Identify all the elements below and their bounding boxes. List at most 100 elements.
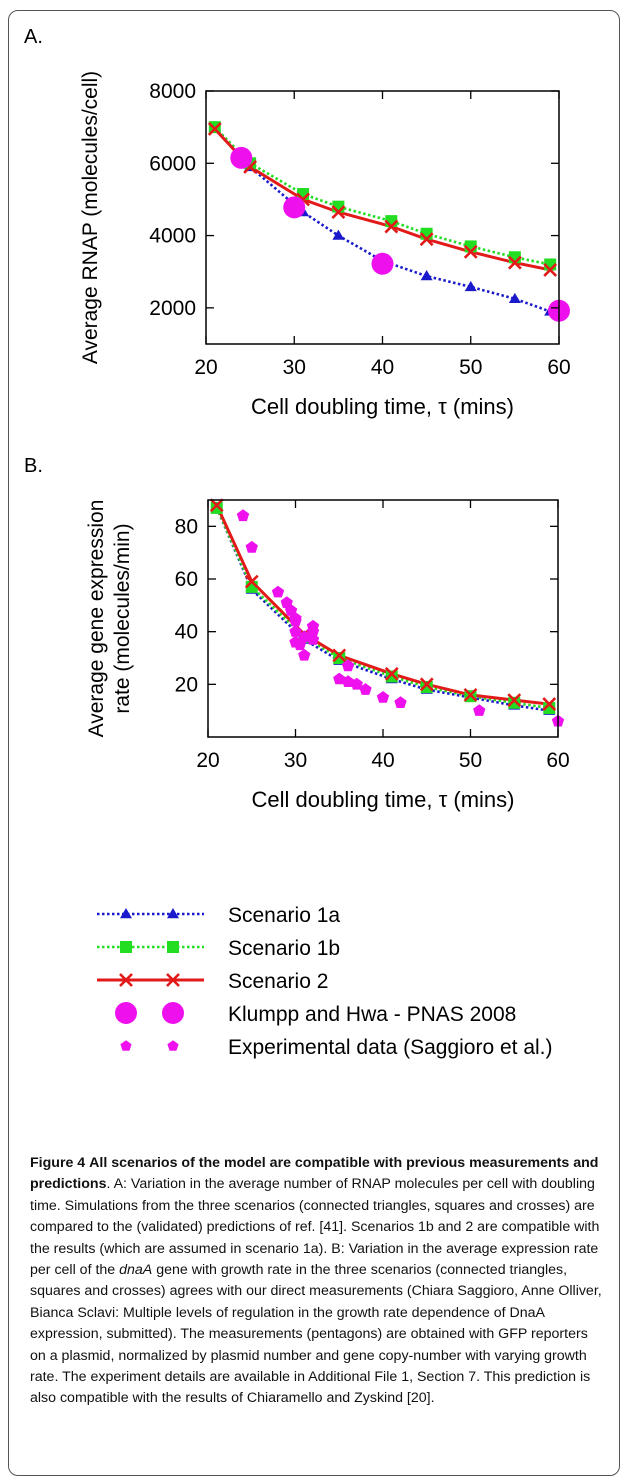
- y-tick-label: 6000: [149, 152, 196, 175]
- data-point-scenario_2: [542, 697, 557, 712]
- data-point-scenario_2: [332, 648, 347, 663]
- data-point-experimental: [341, 675, 355, 687]
- data-point-experimental: [333, 672, 346, 685]
- caption-text-part2: gene with growth rate in the three scena…: [30, 1262, 602, 1407]
- x-tick-label: 20: [196, 749, 219, 772]
- data-point-scenario_2: [419, 232, 434, 247]
- legend-square-icon: [120, 941, 132, 953]
- data-point-klumpp: [371, 252, 394, 275]
- legend-item: Klumpp and Hwa - PNAS 2008: [115, 1002, 516, 1026]
- y-tick-label: 2000: [149, 297, 196, 320]
- data-point-scenario_2: [244, 574, 259, 589]
- legend-label: Scenario 2: [228, 970, 328, 993]
- data-point-experimental: [359, 683, 372, 695]
- figure-caption: Figure 4 All scenarios of the model are …: [30, 1153, 606, 1410]
- legend-item: Scenario 1b: [97, 937, 340, 960]
- data-point-experimental: [376, 691, 390, 703]
- data-point-scenario_1a: [420, 270, 433, 281]
- data-point-experimental: [341, 659, 355, 672]
- legend-cross-icon: [166, 973, 180, 987]
- legend-label: Experimental data (Saggioro et al.): [228, 1036, 553, 1059]
- legend-triangle-icon: [120, 908, 132, 919]
- series-line-scenario_2: [213, 127, 551, 272]
- data-point-scenario_2: [463, 244, 478, 259]
- legend-item: Experimental data (Saggioro et al.): [120, 1036, 553, 1059]
- data-point-experimental: [245, 540, 258, 553]
- panel-b: B. 20 30 40 50 60 20 40 60 80 Cell doubling time, …: [24, 455, 570, 812]
- data-point-scenario_1b: [508, 696, 521, 709]
- data-point-experimental: [298, 648, 311, 661]
- data-point-scenario_2: [507, 693, 522, 708]
- data-point-scenario_1b: [420, 680, 433, 693]
- y-tick-label: 4000: [149, 225, 196, 248]
- x-tick-label: 20: [194, 356, 217, 379]
- x-axis-label: Cell doubling time, τ (mins): [251, 787, 514, 812]
- data-point-scenario_1a: [332, 229, 345, 240]
- y-tick-label: 40: [175, 621, 198, 644]
- legend-label: Scenario 1b: [228, 937, 340, 960]
- data-point-scenario_2: [207, 122, 222, 136]
- legend-pentagon-icon: [167, 1040, 179, 1051]
- x-tick-label: 60: [546, 749, 569, 772]
- caption-gene-name: dnaA: [119, 1262, 153, 1279]
- data-point-scenario_2: [384, 219, 399, 234]
- data-point-klumpp: [230, 146, 253, 169]
- x-tick-label: 50: [459, 749, 482, 772]
- series-line-scenario_1a: [215, 507, 550, 712]
- data-point-scenario_1b: [210, 501, 223, 514]
- x-tick-label: 40: [371, 356, 394, 379]
- data-point-scenario_2: [419, 677, 434, 692]
- data-point-experimental: [271, 585, 285, 598]
- data-point-experimental: [473, 704, 486, 716]
- data-point-scenario_1a: [508, 292, 521, 304]
- figure-svg: A. 20 30 40 50 60 2000 4000 6000 8000 Cell doublin…: [24, 26, 571, 1059]
- y-tick-label: 80: [175, 515, 198, 538]
- data-point-scenario_2: [543, 262, 558, 277]
- data-point-klumpp: [283, 196, 306, 219]
- legend-cross-icon: [119, 973, 133, 987]
- legend-circle-icon: [115, 1002, 137, 1024]
- data-point-scenario_1b: [333, 652, 346, 664]
- legend-circle-icon: [162, 1002, 184, 1024]
- x-axis-label: Cell doubling time, τ (mins): [251, 394, 514, 419]
- caption-text-part1: . A: Variation in the average number of …: [30, 1176, 600, 1279]
- y-axis-label-line2: rate (molecules/min): [111, 523, 134, 713]
- y-axis-label-line1: Average gene expression: [85, 500, 108, 738]
- data-point-experimental: [306, 625, 320, 637]
- legend-triangle-icon: [167, 908, 179, 919]
- legend-square-icon: [167, 941, 179, 953]
- data-point-experimental: [298, 630, 311, 643]
- x-tick-label: 40: [371, 749, 394, 772]
- data-point-scenario_1b: [543, 702, 556, 715]
- legend: Scenario 1a Scenario 1b Scenario 2 Klumpp a…: [97, 904, 553, 1059]
- y-tick-label: 60: [175, 568, 198, 591]
- data-point-experimental: [236, 509, 250, 522]
- panel-label: A.: [24, 26, 43, 48]
- y-axis-label: Average RNAP (molecules/cell): [79, 71, 102, 364]
- y-tick-label: 20: [175, 673, 198, 696]
- data-point-scenario_2: [209, 498, 224, 513]
- x-tick-label: 30: [284, 749, 307, 772]
- legend-pentagon-icon: [120, 1040, 132, 1051]
- plot-area-frame: [205, 90, 560, 345]
- data-point-scenario_1a: [464, 280, 477, 292]
- data-point-scenario_2: [331, 205, 346, 219]
- data-point-experimental: [394, 696, 407, 708]
- data-point-experimental: [350, 677, 363, 690]
- data-point-scenario_2: [463, 687, 478, 702]
- caption-figure-label: Figure 4: [30, 1155, 86, 1171]
- legend-item: Scenario 1a: [97, 904, 340, 927]
- data-point-scenario_2: [507, 255, 522, 270]
- x-tick-label: 30: [283, 356, 306, 379]
- legend-label: Klumpp and Hwa - PNAS 2008: [228, 1003, 516, 1026]
- panel-a: A. 20 30 40 50 60 2000 4000 6000 8000 Cell doublin…: [24, 26, 571, 419]
- data-point-scenario_1b: [385, 670, 398, 683]
- data-point-experimental: [306, 633, 320, 645]
- series-line-scenario_1b: [213, 126, 551, 266]
- x-tick-label: 50: [459, 356, 482, 379]
- y-tick-label: 8000: [149, 80, 196, 103]
- data-point-experimental: [289, 625, 302, 637]
- data-point-scenario_2: [384, 666, 399, 681]
- panel-label: B.: [24, 455, 43, 477]
- legend-label: Scenario 1a: [228, 904, 340, 927]
